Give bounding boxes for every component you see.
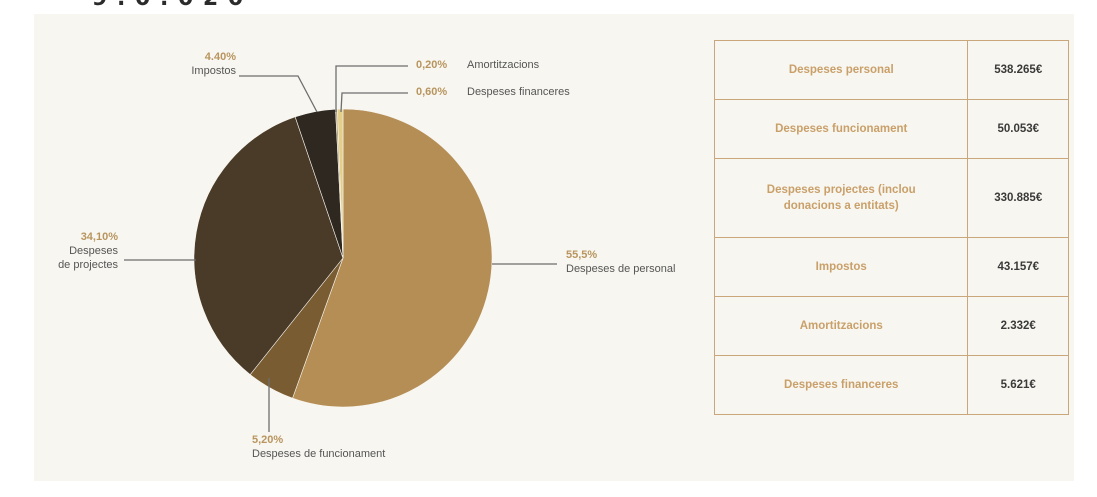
header-fragment: 9 . 0 . 0 2 0	[92, 0, 244, 11]
slice-label-impostos: Impostos	[191, 65, 236, 77]
pie-slice-personal	[292, 108, 493, 408]
row-label: Amortitzacions	[713, 296, 969, 356]
row-value: 5.621€	[967, 355, 1069, 415]
slice-label-amortitzacions: Amortitzacions	[467, 59, 540, 71]
pct-label-impostos: 4.40%	[205, 51, 236, 63]
row-label: Impostos	[713, 237, 969, 297]
row-value: 538.265€	[967, 40, 1069, 100]
leader-impostos	[239, 75, 318, 113]
pct-label-financeres: 0,60%	[416, 86, 447, 98]
slice-label-personal: Despeses de personal	[566, 263, 675, 275]
slice-label-projectes-line1: Despeses	[69, 245, 118, 257]
pct-label-funcionament: 5,20%	[252, 434, 283, 446]
pct-label-projectes: 34,10%	[81, 231, 119, 243]
row-label: Despeses financeres	[713, 355, 969, 415]
row-value: 43.157€	[967, 237, 1069, 297]
row-label: Despeses funcionament	[713, 99, 969, 159]
leader-amortitzacions	[335, 65, 408, 112]
table-row: Despeses personal 538.265€	[713, 40, 1069, 100]
expense-table: Despeses personal 538.265€ Despeses func…	[713, 40, 1069, 415]
slice-label-funcionament: Despeses de funcionament	[252, 448, 385, 460]
slice-label-financeres: Despeses financeres	[467, 86, 570, 98]
slice-label-projectes-line2: de projectes	[58, 259, 118, 271]
pie-slice-financeres	[337, 108, 344, 259]
pie-slices	[193, 108, 493, 408]
table-row: Despeses projectes (inclou donacions a e…	[713, 158, 1069, 238]
pie-slice-projectes	[193, 116, 344, 375]
table-row: Despeses financeres 5.621€	[713, 355, 1069, 415]
row-value: 50.053€	[967, 99, 1069, 159]
row-value: 2.332€	[967, 296, 1069, 356]
pct-label-personal: 55,5%	[566, 249, 597, 261]
row-label: Despeses personal	[713, 40, 969, 100]
pct-label-amortitzacions: 0,20%	[416, 59, 447, 71]
row-value: 330.885€	[967, 158, 1069, 238]
row-label: Despeses projectes (inclou donacions a e…	[713, 158, 969, 238]
leader-financeres	[340, 92, 408, 113]
table-row: Impostos 43.157€	[713, 237, 1069, 297]
table-row: Amortitzacions 2.332€	[713, 296, 1069, 356]
table-row: Despeses funcionament 50.053€	[713, 99, 1069, 159]
